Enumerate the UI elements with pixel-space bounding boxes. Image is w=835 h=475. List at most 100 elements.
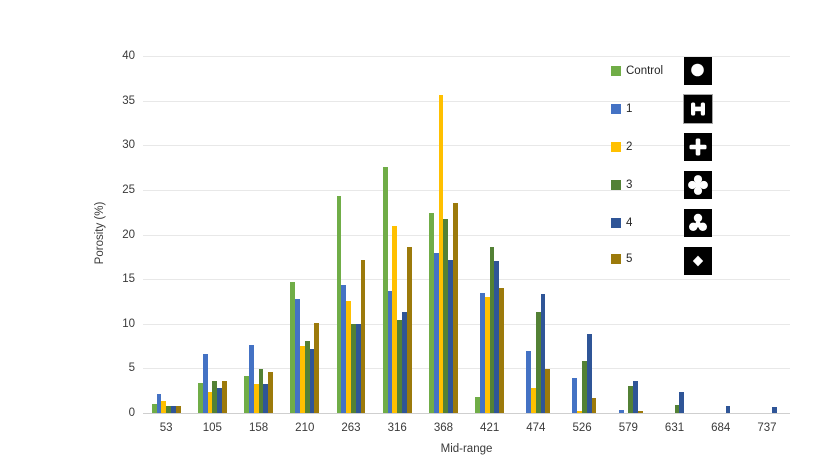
x-tick-label-579: 579 — [618, 422, 638, 434]
x-tick-label-210: 210 — [295, 422, 315, 434]
gridline-0 — [143, 413, 790, 414]
bar-control-421 — [475, 396, 481, 413]
bar-1-474 — [526, 350, 532, 413]
bar-2-474 — [531, 388, 536, 413]
y-tick-label-5: 5 — [128, 362, 135, 375]
legend-label: 1 — [626, 103, 633, 115]
bar-group-263 — [328, 56, 374, 413]
bar-3-631 — [674, 404, 680, 413]
x-tick-label-263: 263 — [341, 422, 361, 434]
bar-group-368 — [420, 56, 466, 413]
bar-3-526 — [582, 361, 587, 413]
bar-3-53 — [166, 405, 171, 413]
bar-5-474 — [545, 369, 551, 413]
legend-label: 3 — [626, 179, 633, 191]
bar-group-474 — [513, 56, 559, 413]
bar-4-263 — [355, 323, 361, 413]
bar-2-526 — [577, 411, 583, 413]
bar-2-158 — [253, 383, 259, 413]
legend-item-2: 2 — [611, 140, 632, 154]
bar-5-105 — [221, 380, 227, 413]
bar-1-210 — [295, 298, 300, 413]
legend-swatch-2 — [611, 142, 621, 152]
y-tick-label-35: 35 — [122, 94, 135, 107]
legend-swatch-control — [611, 66, 621, 76]
bar-control-368 — [429, 213, 434, 413]
bar-3-421 — [489, 247, 495, 413]
x-tick-label-421: 421 — [480, 422, 500, 434]
bar-4-53 — [170, 405, 176, 413]
legend-item-1: 1 — [611, 102, 632, 116]
gridline-30 — [143, 145, 790, 147]
bar-1-526 — [572, 378, 578, 413]
legend-item-3: 3 — [611, 178, 632, 192]
bar-group-316 — [374, 56, 420, 413]
y-tick-label-25: 25 — [122, 183, 135, 196]
bar-2-421 — [484, 296, 490, 413]
legend-swatch-4 — [611, 218, 621, 228]
bar-control-316 — [382, 166, 388, 413]
bar-control-210 — [290, 281, 296, 413]
bar-1-53 — [156, 394, 162, 413]
bar-5-210 — [314, 322, 320, 413]
x-axis-title: Mid-range — [440, 443, 493, 455]
gridline-15 — [143, 279, 790, 281]
bar-control-53 — [151, 404, 157, 413]
bar-5-526 — [591, 397, 597, 413]
bar-1-421 — [480, 292, 485, 413]
bar-group-737 — [744, 56, 790, 413]
gridline-10 — [143, 323, 790, 325]
gridline-25 — [143, 189, 790, 191]
bar-3-158 — [258, 369, 264, 413]
bar-4-368 — [448, 259, 454, 413]
x-tick-label-737: 737 — [757, 422, 777, 434]
bar-4-158 — [263, 383, 269, 413]
bar-4-474 — [540, 294, 546, 413]
x-tick-label-316: 316 — [387, 422, 407, 434]
bar-4-684 — [725, 405, 731, 413]
gridline-40 — [143, 56, 790, 57]
bar-5-421 — [499, 288, 505, 413]
bar-3-474 — [535, 312, 541, 413]
bar-group-158 — [235, 56, 281, 413]
bar-2-210 — [299, 346, 305, 413]
bar-5-579 — [637, 411, 643, 413]
bar-group-105 — [189, 56, 235, 413]
legend-swatch-5 — [611, 254, 621, 264]
legend-label: 2 — [626, 141, 633, 153]
bar-4-105 — [217, 388, 222, 413]
bar-5-368 — [453, 203, 458, 413]
legend-item-4: 4 — [611, 216, 632, 230]
bar-group-421 — [467, 56, 513, 413]
bar-2-105 — [207, 392, 213, 413]
bar-3-579 — [628, 386, 634, 413]
three-lobe-trefoil-icon — [684, 209, 712, 237]
bar-3-263 — [350, 323, 356, 413]
y-tick-label-15: 15 — [122, 273, 135, 286]
bar-4-737 — [771, 406, 777, 413]
bar-1-368 — [433, 253, 439, 413]
four-lobe-clover-icon — [684, 171, 712, 199]
x-tick-label-105: 105 — [202, 422, 222, 434]
bar-5-263 — [360, 259, 366, 413]
x-tick-label-53: 53 — [159, 422, 173, 434]
bar-2-368 — [438, 95, 444, 413]
bar-4-421 — [494, 261, 500, 413]
y-tick-label-20: 20 — [122, 228, 135, 241]
bar-4-579 — [633, 380, 638, 413]
x-tick-label-158: 158 — [248, 422, 269, 434]
plus-cross-icon — [684, 133, 712, 161]
bar-3-316 — [397, 320, 402, 413]
bar-3-210 — [304, 340, 310, 413]
legend-item-5: 5 — [611, 252, 632, 266]
legend-label: 4 — [626, 217, 633, 229]
legend-swatch-1 — [611, 104, 621, 114]
x-tick-label-368: 368 — [433, 422, 454, 434]
y-tick-label-40: 40 — [122, 50, 135, 62]
bar-groups — [143, 56, 790, 413]
bar-1-158 — [248, 345, 254, 413]
bar-5-53 — [175, 405, 181, 413]
bar-4-526 — [586, 333, 592, 413]
diamond-icon — [684, 247, 712, 275]
